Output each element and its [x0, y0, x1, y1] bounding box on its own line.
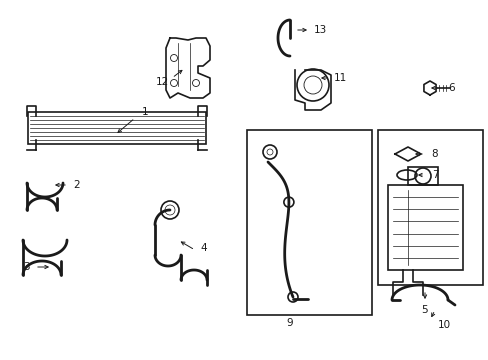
Bar: [407, 167, 437, 185]
Text: 9: 9: [286, 318, 293, 328]
Text: 7: 7: [431, 170, 437, 180]
Text: 12: 12: [155, 77, 168, 87]
Text: 6: 6: [448, 83, 454, 93]
Text: 11: 11: [333, 73, 346, 83]
Text: 2: 2: [74, 180, 80, 190]
Text: 4: 4: [200, 243, 207, 253]
Text: 10: 10: [437, 320, 449, 330]
Bar: [28, 112, 205, 144]
Text: 5: 5: [421, 305, 427, 315]
Bar: [387, 185, 462, 270]
Bar: [377, 130, 482, 285]
Bar: [246, 130, 371, 315]
Text: 1: 1: [142, 107, 148, 117]
Text: 8: 8: [431, 149, 437, 159]
Text: 3: 3: [22, 262, 29, 272]
Text: 13: 13: [313, 25, 326, 35]
